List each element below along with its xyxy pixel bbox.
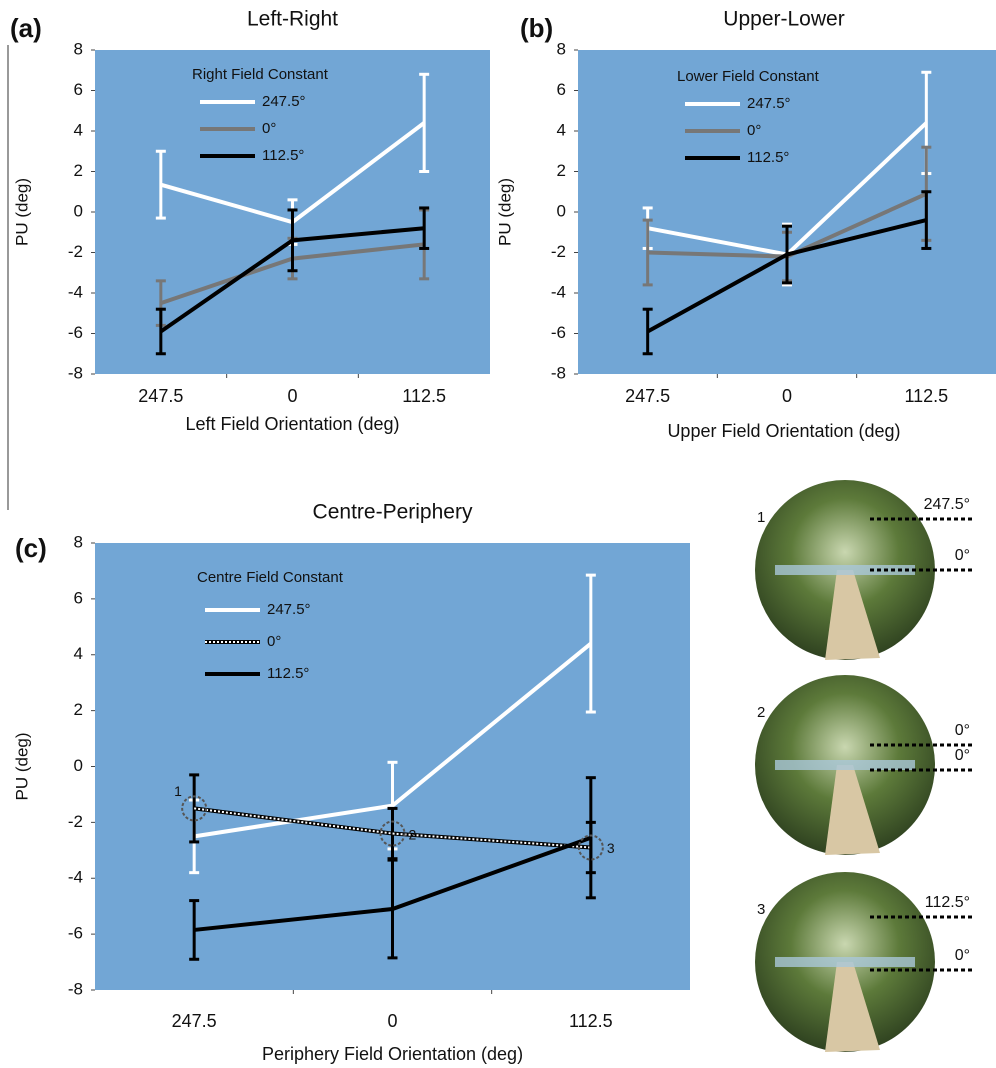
annotation-label: 3 [607,840,615,856]
x-axis-label: Left Field Orientation (deg) [185,414,399,434]
inset-path [825,765,880,855]
y-tick-label: -8 [551,363,566,382]
annotation-circle [181,795,208,822]
series-line [193,835,592,932]
y-tick-label: -6 [68,924,83,943]
legend-label: 0° [267,633,281,650]
y-tick-label: 8 [74,532,83,551]
y-tick-label: 8 [557,39,566,58]
inset-horizon [775,957,915,967]
x-tick-label: 112.5 [904,386,948,406]
y-tick-label: 6 [557,80,566,99]
panel-label: (a) [10,13,42,43]
x-axis-label: Upper Field Orientation (deg) [667,421,900,441]
inset-line-label: 0° [955,747,970,764]
series-line-dash [194,807,591,849]
legend-label: 112.5° [262,147,304,164]
x-tick-label: 247.5 [172,1011,217,1031]
y-tick-label: 0 [74,756,83,775]
y-axis-label: PU (deg) [12,178,31,246]
legend-label: 112.5° [267,665,309,682]
annotation-label: 1 [174,783,182,799]
y-tick-label: 0 [74,201,83,220]
y-tick-label: 2 [557,161,566,180]
series-line [646,218,927,334]
y-tick-label: 0 [557,201,566,220]
x-tick-label: 112.5 [569,1011,613,1031]
panel-label: (b) [520,13,553,43]
y-tick-label: -2 [551,242,566,261]
annotation-label: 2 [409,826,417,842]
x-tick-label: 0 [287,386,297,406]
y-tick-label: 8 [74,39,83,58]
x-tick-label: 0 [387,1011,397,1031]
annotation-circle [577,834,604,861]
chart-title: Upper-Lower [723,8,844,31]
y-tick-label: 6 [74,588,83,607]
series-line [193,642,593,839]
y-tick-label: 4 [74,120,83,139]
legend-label: 247.5° [267,601,311,618]
y-axis-label: PU (deg) [12,732,31,800]
y-tick-label: -6 [68,323,83,342]
y-tick-label: 4 [74,644,83,663]
y-tick-label: -2 [68,242,83,261]
inset-line-label: 112.5° [925,894,970,911]
legend-label: 0° [747,122,761,139]
inset-line-label: 0° [955,722,970,739]
legend-title: Right Field Constant [192,66,329,83]
inset-horizon [775,760,915,770]
inset-label: 1 [757,509,765,526]
panel-label: (c) [15,533,47,563]
y-tick-label: -8 [68,363,83,382]
x-tick-label: 247.5 [625,386,670,406]
y-tick-label: -4 [551,282,566,301]
y-tick-label: -2 [68,812,83,831]
chart-title: Left-Right [247,8,338,31]
inset-line-label: 0° [955,947,970,964]
inset-line-label: 0° [955,547,970,564]
series-line [159,226,425,334]
annotation-circle [379,820,406,847]
y-tick-label: 4 [557,120,566,139]
legend-label: 0° [262,120,276,137]
x-tick-label: 112.5 [402,386,446,406]
inset-label: 2 [757,704,765,721]
legend-label: 247.5° [262,93,306,110]
legend-label: 247.5° [747,95,791,112]
inset-label: 3 [757,901,765,918]
inset-path [825,570,880,660]
y-tick-label: -4 [68,282,83,301]
legend-title: Centre Field Constant [197,569,344,586]
x-tick-label: 247.5 [138,386,183,406]
inset-path [825,962,880,1052]
chart-title: Centre-Periphery [313,501,473,524]
y-tick-label: -8 [68,979,83,998]
inset-horizon [775,565,915,575]
y-tick-label: 2 [74,700,83,719]
y-axis-label: PU (deg) [495,178,514,246]
y-tick-label: 2 [74,161,83,180]
inset-line-label: 247.5° [924,496,970,513]
y-tick-label: -6 [551,323,566,342]
legend-title: Lower Field Constant [677,68,820,85]
y-tick-label: 6 [74,80,83,99]
x-axis-label: Periphery Field Orientation (deg) [262,1044,523,1064]
y-tick-label: -4 [68,868,83,887]
x-tick-label: 0 [782,386,792,406]
legend-label: 112.5° [747,149,789,166]
